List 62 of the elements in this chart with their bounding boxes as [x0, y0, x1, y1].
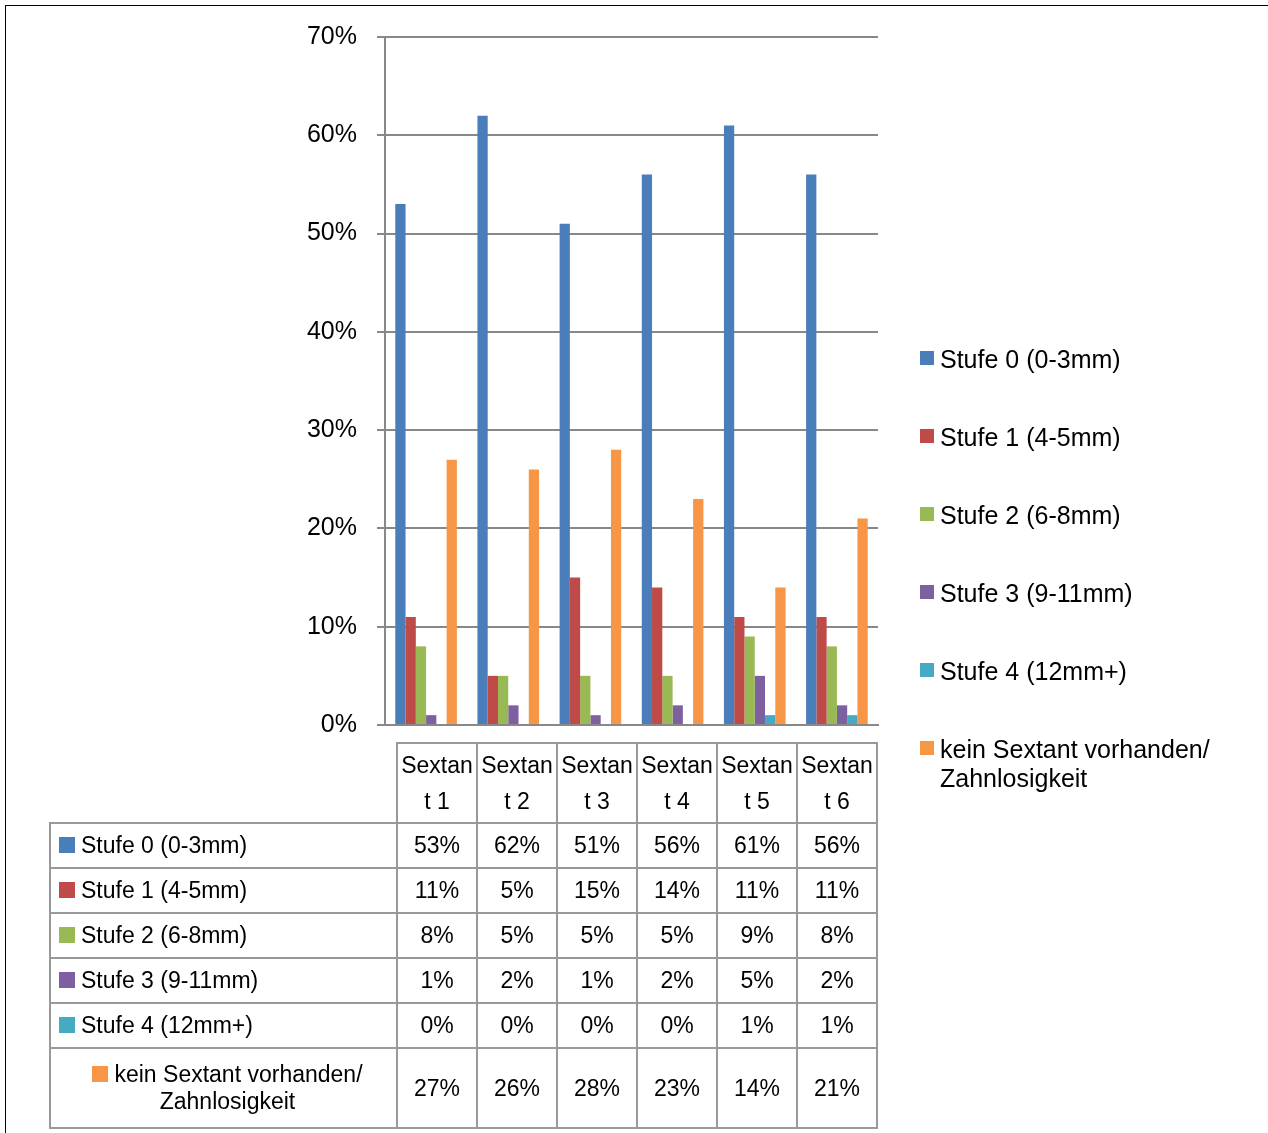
data-label: 11%	[797, 868, 877, 913]
data-label: 5%	[637, 913, 717, 958]
legend-label: Stufe 2 (6-8mm)	[940, 501, 1121, 530]
x-tick-label: Sextant 4	[637, 743, 717, 823]
x-tick-label: Sextant 5	[717, 743, 797, 823]
data-label: 0%	[637, 1003, 717, 1048]
data-label: 14%	[637, 868, 717, 913]
x-tick-label: Sextant 6	[797, 743, 877, 823]
text: kein Sextant vorhanden/ Zahnlosigkeit	[114, 1061, 363, 1114]
data-label: 8%	[397, 913, 477, 958]
data-label: 1%	[717, 1003, 797, 1048]
legend-label: kein Sextant vorhanden/ Zahnlosigkeit	[940, 735, 1211, 793]
legend-label: Stufe 0 (0-3mm)	[940, 345, 1121, 374]
data-label: 11%	[717, 868, 797, 913]
data-label: 56%	[797, 823, 877, 868]
data-label: 5%	[477, 913, 557, 958]
y-tick-label: 30%	[306, 414, 357, 443]
legend-label: Stufe 1 (4-5mm)	[940, 423, 1121, 452]
data-label: 28%	[557, 1048, 637, 1128]
data-label: 56%	[637, 823, 717, 868]
data-label: 11%	[397, 868, 477, 913]
data-label: 62%	[477, 823, 557, 868]
y-tick-label: 0%	[320, 708, 357, 737]
data-label: 8%	[797, 913, 877, 958]
x-tick-label: Sextant 2	[477, 743, 557, 823]
data-label: 51%	[557, 823, 637, 868]
text: Stufe 3 (9-11mm)	[81, 967, 259, 993]
data-label: 27%	[397, 1048, 477, 1128]
text: Stufe 1 (4-5mm)	[81, 877, 248, 903]
data-label: 5%	[477, 868, 557, 913]
data-label: 21%	[797, 1048, 877, 1128]
data-label: 2%	[477, 958, 557, 1003]
y-tick-label: 60%	[306, 119, 357, 148]
legend-label: Stufe 4 (12mm+)	[940, 657, 1127, 686]
text: Stufe 2 (6-8mm)	[81, 922, 248, 948]
data-label: 14%	[717, 1048, 797, 1128]
data-label: 53%	[397, 823, 477, 868]
y-tick-label: 70%	[306, 20, 357, 49]
text: Stufe 0 (0-3mm)	[81, 832, 248, 858]
x-tick-label: Sextant 3	[557, 743, 637, 823]
data-label: 5%	[717, 958, 797, 1003]
data-label: 5%	[557, 913, 637, 958]
y-tick-label: 10%	[306, 610, 357, 639]
data-label: 2%	[797, 958, 877, 1003]
data-label: 1%	[797, 1003, 877, 1048]
data-label: 2%	[637, 958, 717, 1003]
data-label: 1%	[397, 958, 477, 1003]
y-tick-label: 20%	[306, 512, 357, 541]
data-label: 26%	[477, 1048, 557, 1128]
data-label: 0%	[557, 1003, 637, 1048]
data-label: 9%	[717, 913, 797, 958]
y-tick-label: 40%	[306, 315, 357, 344]
data-label: 61%	[717, 823, 797, 868]
data-label: 15%	[557, 868, 637, 913]
data-label: 23%	[637, 1048, 717, 1128]
x-tick-label: Sextant 1	[397, 743, 477, 823]
text: Stufe 4 (12mm+)	[81, 1012, 253, 1038]
data-label: 0%	[477, 1003, 557, 1048]
data-label: 0%	[397, 1003, 477, 1048]
y-tick-label: 50%	[306, 217, 357, 246]
data-label: 1%	[557, 958, 637, 1003]
legend-label: Stufe 3 (9-11mm)	[940, 579, 1133, 608]
